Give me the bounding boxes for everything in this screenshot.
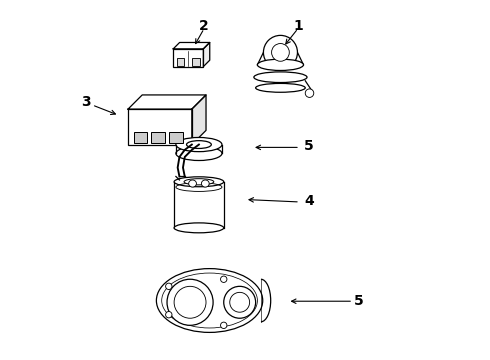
Polygon shape <box>203 42 210 67</box>
Ellipse shape <box>256 84 305 92</box>
Circle shape <box>224 286 256 318</box>
Ellipse shape <box>184 179 214 185</box>
Ellipse shape <box>257 59 303 71</box>
Ellipse shape <box>187 141 211 148</box>
Bar <box>192 58 200 66</box>
Circle shape <box>220 276 227 283</box>
Polygon shape <box>128 95 206 109</box>
Text: 3: 3 <box>81 95 90 109</box>
Ellipse shape <box>176 138 222 152</box>
Ellipse shape <box>156 269 263 332</box>
Bar <box>173 49 203 67</box>
Polygon shape <box>192 95 206 145</box>
Ellipse shape <box>176 146 222 161</box>
Polygon shape <box>173 42 210 49</box>
Ellipse shape <box>201 180 209 187</box>
Ellipse shape <box>254 72 307 82</box>
Circle shape <box>305 89 314 98</box>
Circle shape <box>230 292 249 312</box>
Text: 4: 4 <box>304 194 314 208</box>
Text: 1: 1 <box>294 19 303 33</box>
Ellipse shape <box>189 180 196 187</box>
Circle shape <box>166 283 172 289</box>
Ellipse shape <box>174 177 224 187</box>
Bar <box>151 132 165 143</box>
Circle shape <box>271 44 289 61</box>
Circle shape <box>174 286 206 318</box>
Bar <box>128 109 192 145</box>
Circle shape <box>166 311 172 318</box>
Bar <box>176 58 184 66</box>
Circle shape <box>167 279 213 325</box>
Ellipse shape <box>162 273 257 328</box>
Circle shape <box>220 322 227 329</box>
Bar <box>169 132 183 143</box>
Bar <box>134 132 147 143</box>
Circle shape <box>264 35 297 69</box>
Text: 2: 2 <box>199 19 209 33</box>
Ellipse shape <box>174 223 224 233</box>
Text: 5: 5 <box>304 139 314 153</box>
Text: 5: 5 <box>354 293 363 307</box>
